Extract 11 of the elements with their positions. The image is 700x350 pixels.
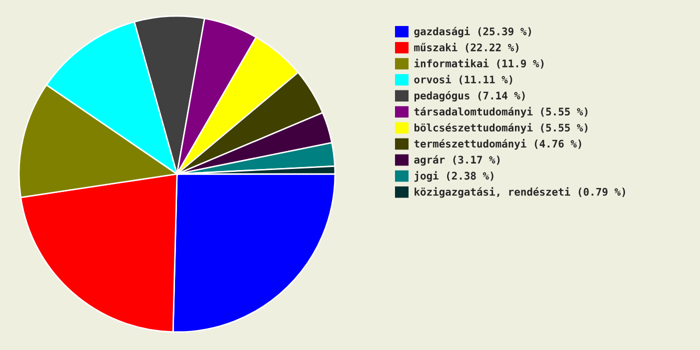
legend-label: gazdasági (25.39 %) [414,26,531,38]
legend-label: bölcsészettudományi (5.55 %) [414,122,588,134]
legend-label: pedagógus (7.14 %) [414,91,525,102]
legend-label: közigazgatási, rendészeti (0.79 %) [414,187,626,198]
legend-label: agrár (3.17 %) [414,155,500,166]
legend-label: jogi (2.38 %) [414,171,494,182]
legend-label: természettudományi (4.76 %) [414,138,582,150]
legend-label: informatikai (11.9 %) [414,58,544,69]
legend-label: műszaki (22.22 %) [414,42,518,53]
legend-label: társadalomtudományi (5.55 %) [414,106,588,118]
legend-label: orvosi (11.11 %) [414,74,512,85]
